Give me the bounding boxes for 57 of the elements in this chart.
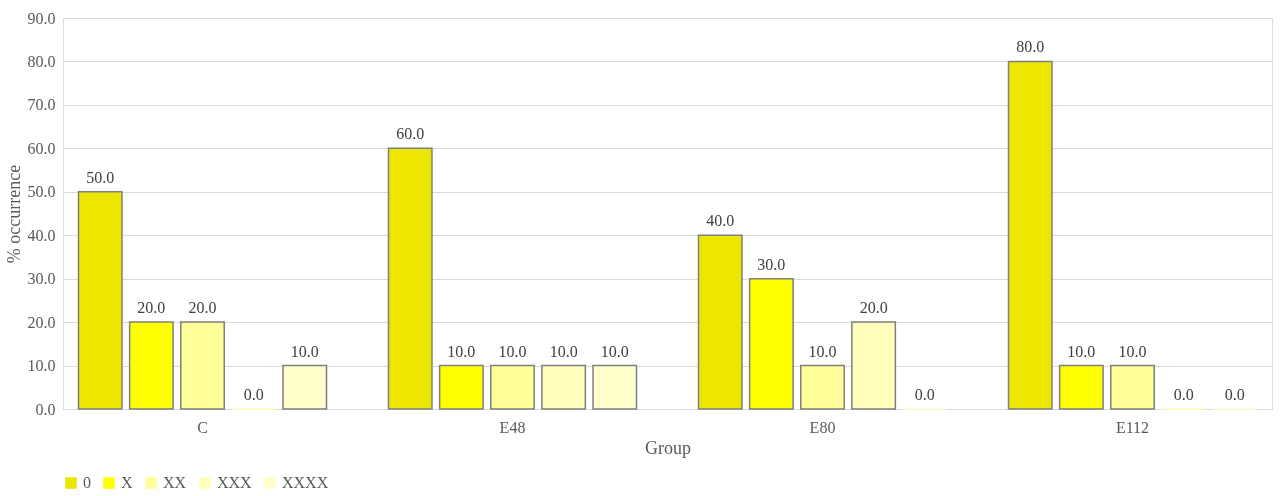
y-tick-label: 70.0 [27, 96, 56, 114]
data-label: 10.0 [808, 342, 837, 360]
bar [490, 364, 535, 410]
y-axis-title: % occurrence [3, 164, 24, 264]
bar [748, 277, 794, 410]
data-label: 10.0 [290, 342, 319, 360]
data-label: 10.0 [549, 342, 578, 360]
legend-label: XXXX [282, 474, 329, 491]
legend-label: XXX [217, 474, 253, 491]
bar [851, 321, 897, 410]
data-label: 60.0 [396, 125, 425, 143]
data-label: 0.0 [1224, 386, 1245, 403]
data-label: 30.0 [757, 255, 786, 273]
bar [77, 191, 123, 410]
x-tick-label: E80 [809, 418, 836, 436]
data-label: 80.0 [1016, 38, 1045, 56]
y-tick-label: 0.0 [35, 400, 56, 418]
legend-label: X [121, 474, 133, 491]
y-tick-label: 30.0 [27, 270, 56, 288]
y-tick-label: 40.0 [27, 226, 56, 244]
x-tick-label: E112 [1115, 418, 1150, 436]
x-tick-label: E48 [499, 418, 526, 436]
data-label: 20.0 [859, 299, 888, 317]
data-label: 40.0 [706, 212, 735, 230]
y-tick-label: 90.0 [27, 9, 56, 27]
bar [387, 147, 433, 410]
bar [1007, 60, 1053, 410]
data-label: 10.0 [447, 342, 476, 360]
data-label: 20.0 [188, 299, 217, 317]
bar [800, 364, 845, 410]
bar [438, 364, 484, 410]
data-label: 20.0 [137, 299, 166, 317]
y-tick-label: 50.0 [27, 183, 56, 201]
data-label: 10.0 [1118, 342, 1147, 360]
x-tick-label: C [197, 418, 208, 436]
y-tick-label: 20.0 [27, 313, 56, 331]
bar [1058, 364, 1104, 410]
data-label: 10.0 [498, 342, 527, 360]
legend-label: XX [163, 474, 187, 491]
bar [541, 364, 587, 410]
y-tick-label: 10.0 [27, 357, 56, 375]
bar [697, 234, 743, 410]
y-tick-label: 60.0 [27, 139, 56, 157]
bar [1110, 364, 1155, 410]
data-label: 50.0 [86, 168, 115, 186]
legend-label: 0 [83, 474, 91, 491]
bar [282, 364, 328, 410]
data-label: 0.0 [243, 386, 264, 403]
bar [592, 364, 638, 410]
x-axis-title: Group [645, 437, 691, 458]
y-tick-label: 80.0 [27, 52, 56, 70]
data-label: 10.0 [600, 342, 629, 360]
data-label: 0.0 [914, 386, 935, 403]
bar [180, 321, 225, 410]
data-label: 10.0 [1067, 342, 1096, 360]
data-label: 0.0 [1173, 386, 1194, 403]
bar [128, 321, 174, 410]
